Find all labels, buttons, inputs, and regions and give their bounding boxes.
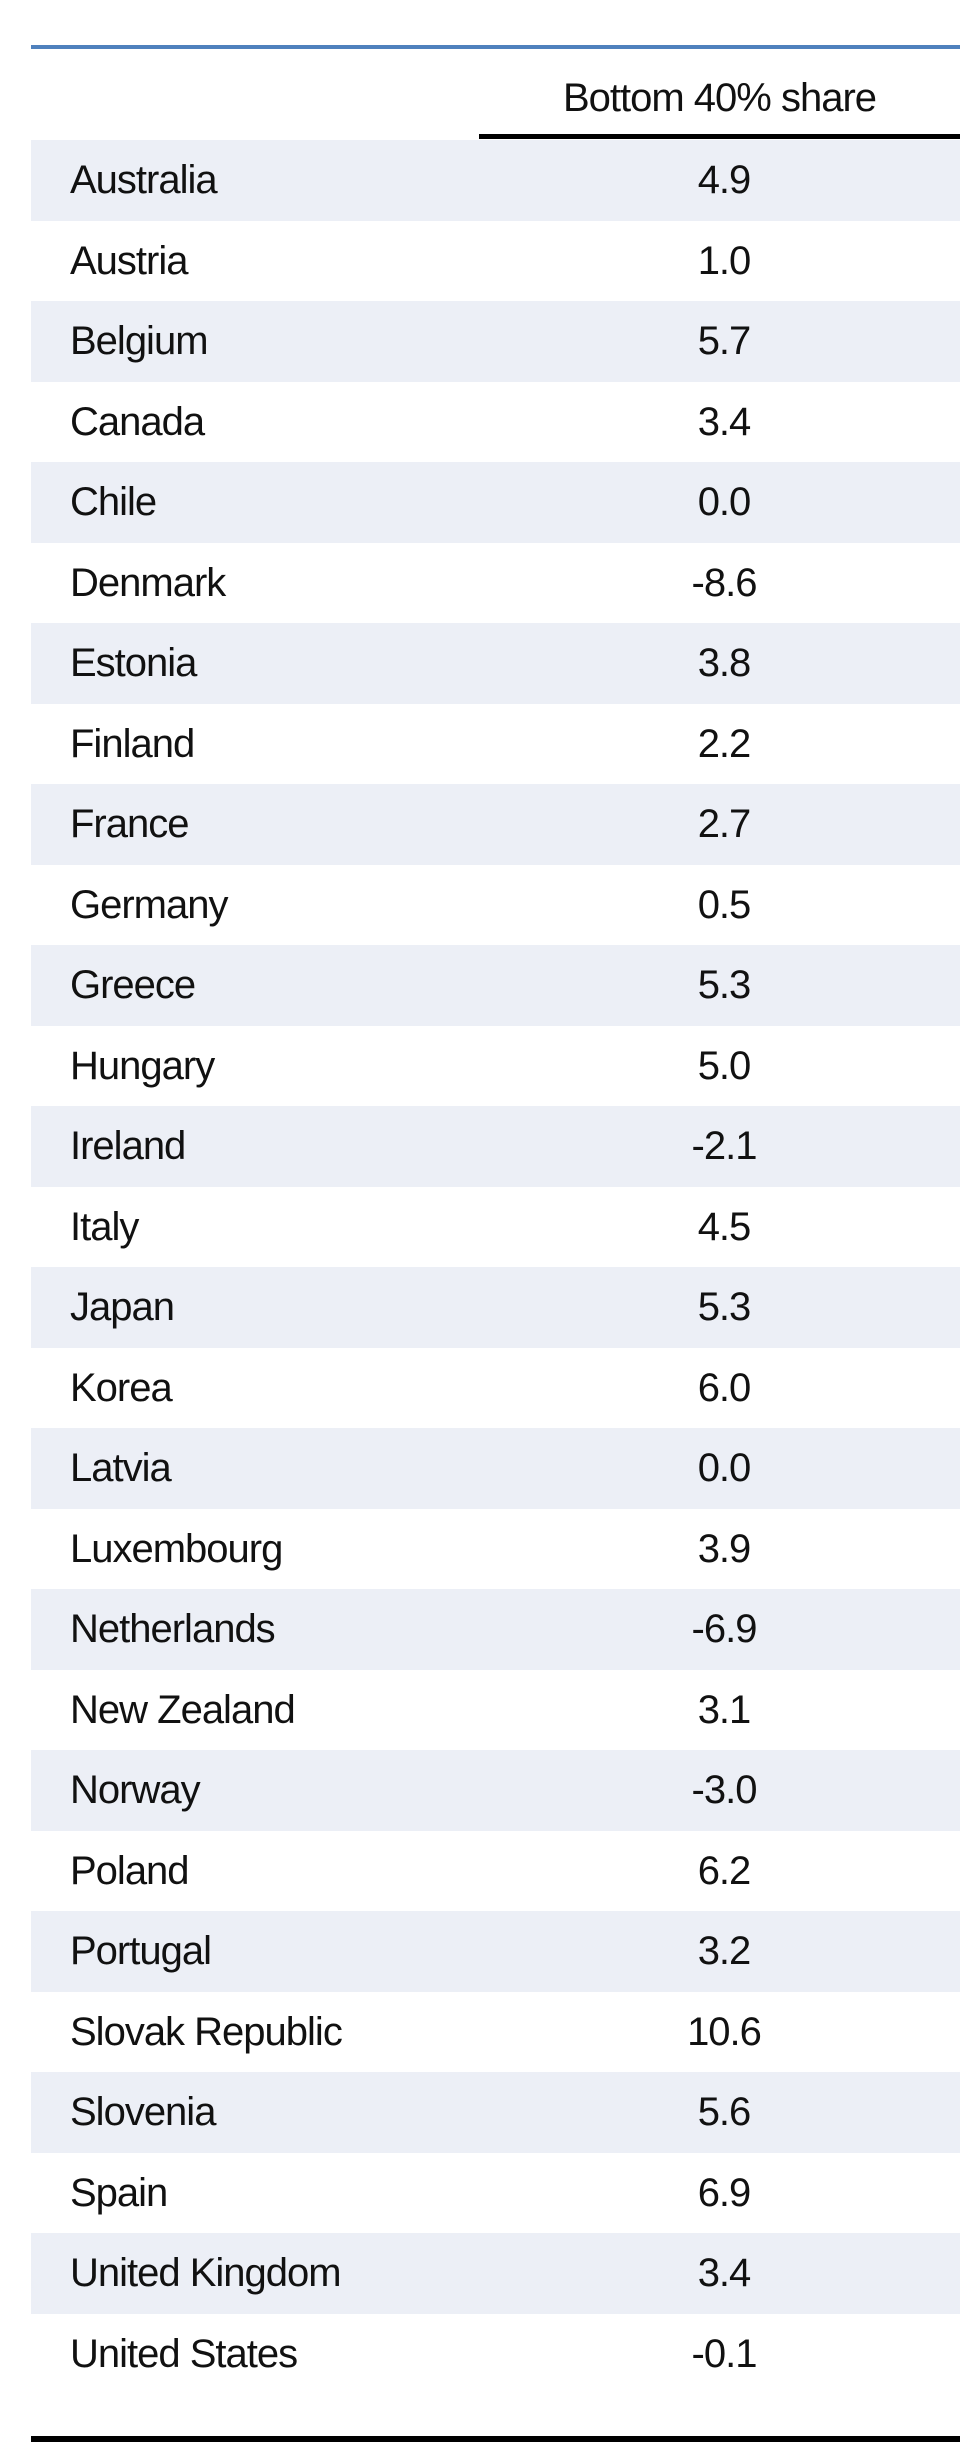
table-row: Netherlands -6.9 [31,1589,960,1670]
bottom-rule [31,2436,960,2442]
share-value: 6.0 [697,1365,752,1410]
country-name: Finland [70,721,195,766]
country-name: United Kingdom [70,2251,342,2295]
table-row: France 2.7 [31,784,960,865]
share-value: 4.5 [697,1204,752,1249]
country-name: United States [70,2331,298,2376]
share-value: 0.0 [697,1446,752,1490]
share-value: 3.4 [697,2251,752,2295]
share-value: -6.9 [691,1607,758,1651]
country-name: Poland [70,1848,190,1893]
share-value: 2.7 [697,802,752,846]
header-rule [479,134,960,139]
country-name: Ireland [70,1124,186,1168]
table-row: United Kingdom 3.4 [31,2233,960,2314]
share-value: 0.0 [697,480,752,524]
country-name: New Zealand [70,1687,296,1732]
table-row: Korea 6.0 [31,1348,960,1429]
country-name: Norway [70,1768,201,1812]
share-value: 5.0 [697,1043,752,1088]
country-name: Denmark [70,560,226,605]
country-name: Spain [70,2170,168,2215]
country-name: Estonia [70,641,197,685]
country-name: Austria [70,238,188,283]
table-row: Germany 0.5 [31,865,960,946]
share-value: 2.2 [697,721,752,766]
table-row: Luxembourg 3.9 [31,1509,960,1590]
table-row: Poland 6.2 [31,1831,960,1912]
table-row: United States -0.1 [31,2314,960,2395]
share-value: 3.1 [697,1687,752,1732]
country-name: Latvia [70,1446,172,1490]
share-value: 5.3 [697,1285,752,1329]
share-value: 6.2 [697,1848,752,1893]
country-name: Germany [70,882,228,927]
table-row: Chile 0.0 [31,462,960,543]
table-row: Greece 5.3 [31,945,960,1026]
share-value: 5.3 [697,963,752,1007]
country-name: Greece [70,963,196,1007]
table-row: Denmark -8.6 [31,543,960,624]
table-row: Japan 5.3 [31,1267,960,1348]
country-name: Italy [70,1204,139,1249]
share-value: 3.2 [697,1929,752,1973]
table-row: Slovenia 5.6 [31,2072,960,2153]
table-row: Latvia 0.0 [31,1428,960,1509]
share-value: 4.9 [697,158,752,202]
table-row: Finland 2.2 [31,704,960,785]
share-value: 10.6 [687,2009,762,2054]
country-name: Netherlands [70,1607,276,1651]
table-row: Hungary 5.0 [31,1026,960,1107]
table-row: Portugal 3.2 [31,1911,960,1992]
table-row: Australia 4.9 [31,140,960,221]
share-value: -2.1 [691,1124,758,1168]
table-row: Austria 1.0 [31,221,960,302]
share-value: -0.1 [691,2331,758,2376]
country-name: Chile [70,480,157,524]
share-value: 3.9 [697,1526,752,1571]
country-name: Slovenia [70,2090,216,2134]
country-name: Korea [70,1365,173,1410]
share-value: 3.4 [697,399,752,444]
column-header: Bottom 40% share [562,76,877,120]
country-name: Japan [70,1285,175,1329]
share-value: 3.8 [697,641,752,685]
country-name: France [70,802,189,846]
share-value: 6.9 [697,2170,752,2215]
table-row: Ireland -2.1 [31,1106,960,1187]
country-name: Belgium [70,319,209,363]
country-name: Luxembourg [70,1526,283,1571]
country-name: Portugal [70,1929,212,1973]
share-value: 1.0 [697,238,752,283]
table-row: Estonia 3.8 [31,623,960,704]
table-row: New Zealand 3.1 [31,1670,960,1751]
country-name: Hungary [70,1043,215,1088]
table-row: Italy 4.5 [31,1187,960,1268]
table-row: Norway -3.0 [31,1750,960,1831]
share-value: 5.7 [697,319,752,363]
country-name: Australia [70,158,218,202]
share-value: -8.6 [691,560,758,605]
table-row: Canada 3.4 [31,382,960,463]
share-value: -3.0 [691,1768,758,1812]
table-row: Spain 6.9 [31,2153,960,2234]
share-value: 0.5 [697,882,752,927]
table-row: Belgium 5.7 [31,301,960,382]
share-value: 5.6 [697,2090,752,2134]
table-row: Slovak Republic 10.6 [31,1992,960,2073]
country-name: Slovak Republic [70,2009,343,2054]
country-name: Canada [70,399,205,444]
top-rule [31,45,960,49]
